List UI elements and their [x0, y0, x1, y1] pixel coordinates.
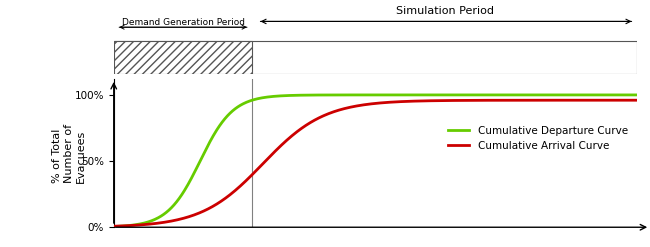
Bar	[114, 41, 637, 74]
Text: Demand Generation Period: Demand Generation Period	[122, 18, 244, 27]
Legend: Cumulative Departure Curve, Cumulative Arrival Curve: Cumulative Departure Curve, Cumulative A…	[444, 122, 632, 155]
Y-axis label: % of Total
Number of
Evacuees: % of Total Number of Evacuees	[53, 124, 86, 183]
Text: Simulation Period: Simulation Period	[396, 6, 494, 16]
Bar	[114, 41, 252, 74]
